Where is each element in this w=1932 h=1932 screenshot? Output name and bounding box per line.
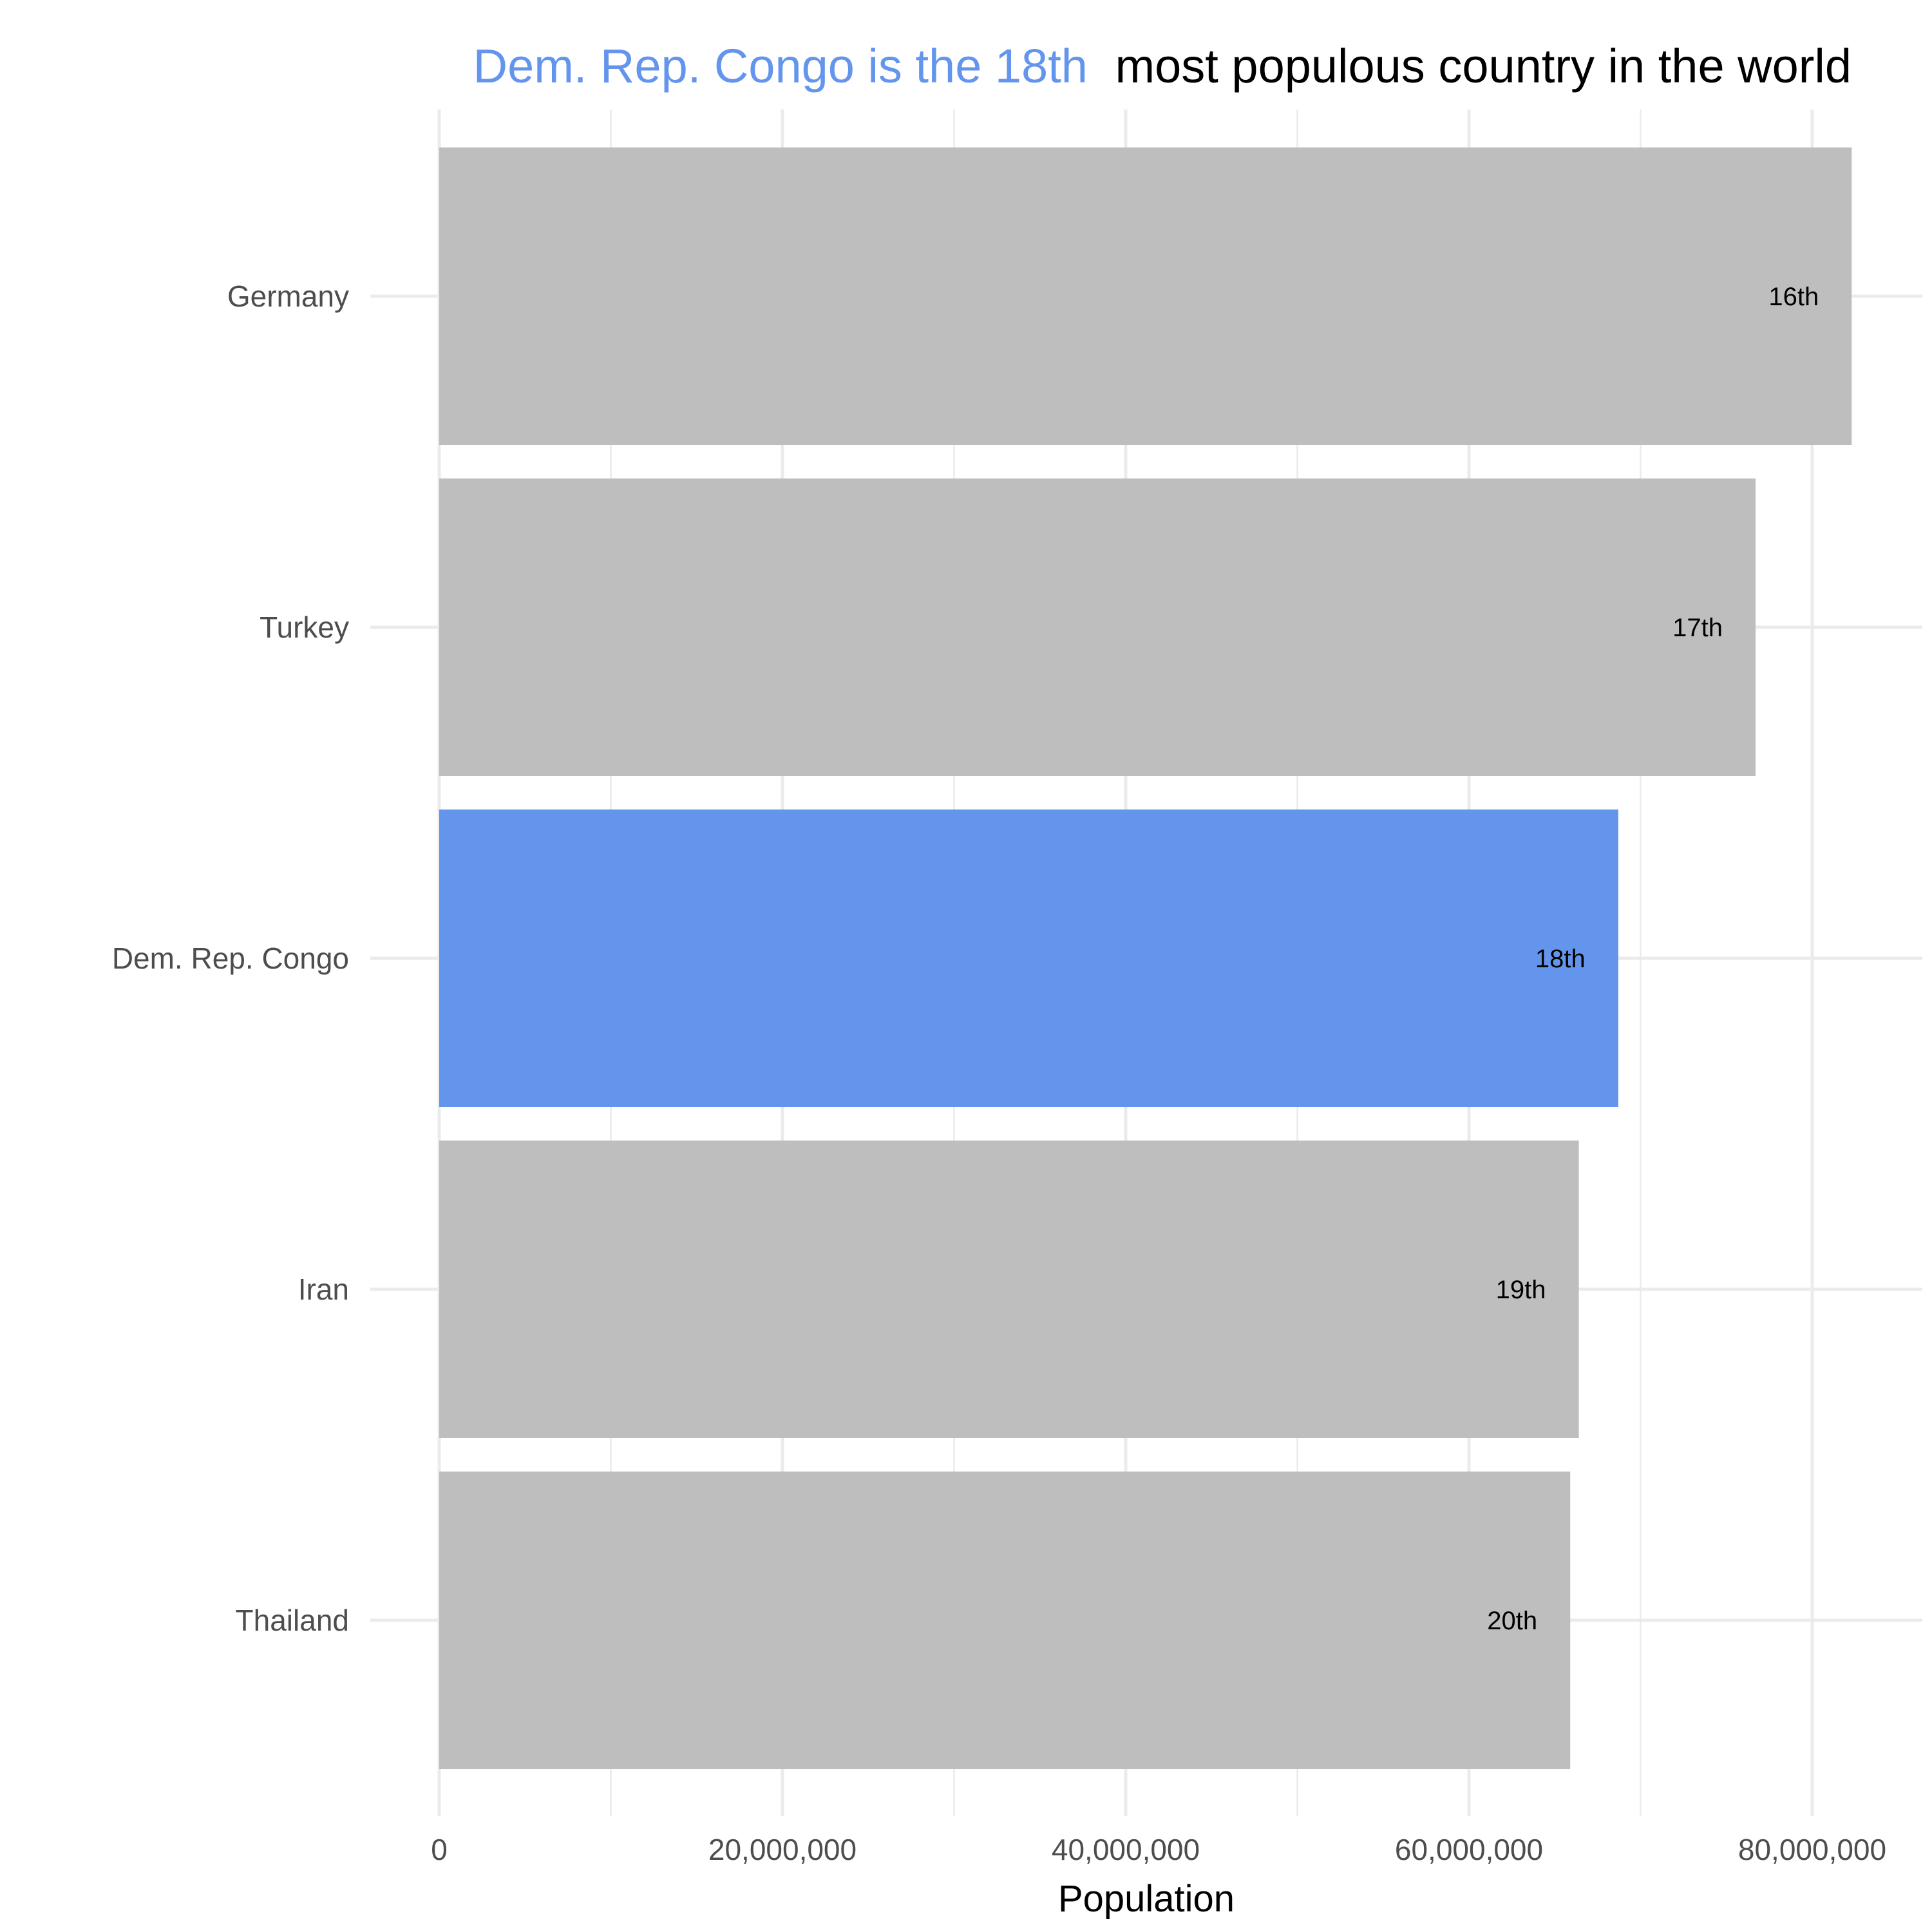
category-label: Iran [298,1273,349,1306]
x-tick-label: 20,000,000 [708,1833,857,1866]
bar-value-label: 20th [1487,1607,1537,1635]
x-tick-label: 0 [431,1833,448,1866]
bar [439,478,1756,776]
bar [439,810,1618,1107]
chart-title: Dem. Rep. Congo is the 18th most populou… [473,39,1852,93]
bars [439,147,1852,1769]
bar-value-label: 19th [1496,1276,1546,1304]
category-label: Germany [227,279,349,313]
chart-title-rest: most populous country in the world [1115,39,1852,93]
bar [439,1472,1571,1769]
category-label: Dem. Rep. Congo [112,942,349,975]
bar [439,147,1852,445]
bar-labels: 16th 17th 18th 19th 20th [1487,283,1819,1635]
x-tick-labels: 0 20,000,000 40,000,000 60,000,000 80,000,00… [431,1833,1886,1866]
bar-value-label: 17th [1672,614,1723,642]
category-label: Thailand [236,1604,349,1637]
bar-value-label: 16th [1768,283,1819,311]
chart-title-highlight: Dem. Rep. Congo is the 18th [473,39,1088,93]
bar [439,1141,1579,1438]
category-labels: Germany Turkey Dem. Rep. Congo Iran Thailand [112,279,349,1637]
category-label: Turkey [260,611,349,644]
bar-value-label: 18th [1535,945,1586,973]
x-tick-label: 60,000,000 [1395,1833,1543,1866]
x-axis-title: Population [1058,1878,1235,1920]
x-tick-label: 80,000,000 [1738,1833,1886,1866]
x-tick-label: 40,000,000 [1052,1833,1200,1866]
